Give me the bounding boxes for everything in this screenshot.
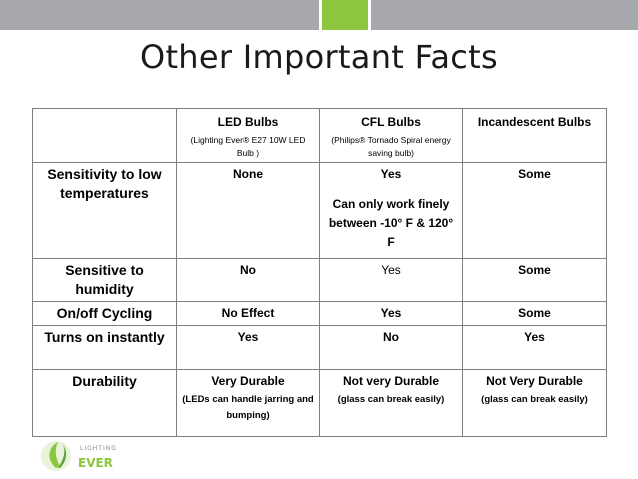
cell-incandescent: Some (462, 258, 607, 302)
cell-note: (LEDs can handle jarring and bumping) (182, 394, 314, 421)
cell-led: Yes (176, 325, 320, 370)
cell-incandescent: Some (462, 301, 607, 326)
cell-value: Some (518, 167, 551, 181)
cell-cfl: Yes Can only work finely between -10° F … (319, 162, 463, 259)
cell-value: No (383, 330, 399, 344)
cell-value: Yes (237, 330, 259, 344)
row-label: Durability (32, 369, 177, 437)
cell-led: Very Durable (LEDs can handle jarring an… (176, 369, 320, 437)
cell-value: Very Durable (211, 374, 285, 388)
top-bar-gray-left (0, 0, 319, 30)
cell-cfl: No (319, 325, 463, 370)
row-label: Turns on instantly (32, 325, 177, 370)
cell-value: Yes (380, 306, 402, 320)
cell-value: No Effect (221, 306, 275, 320)
cell-cfl: Yes (319, 258, 463, 302)
logo-small-text: LIGHTING (80, 445, 117, 452)
top-bar-green-accent (322, 0, 368, 30)
cell-value: Some (518, 263, 551, 277)
cell-note: (glass can break easily) (337, 394, 445, 405)
leaf-icon (58, 445, 67, 468)
lighting-ever-logo (41, 441, 71, 471)
cell-note: (glass can break easily) (481, 394, 588, 405)
cell-value: None (233, 167, 263, 181)
row-label: On/off Cycling (32, 301, 177, 326)
row-label: Sensitive to humidity (32, 258, 177, 302)
cell-value: Not Very Durable (486, 374, 583, 388)
cell-value: Not very Durable (342, 374, 440, 388)
cell-incandescent: Some (462, 162, 607, 259)
cell-value: No (240, 263, 256, 277)
cell-value: Yes (381, 263, 401, 277)
cell-cfl: Yes (319, 301, 463, 326)
header-led: LED Bulbs (Lighting Ever® E27 10W LED Bu… (176, 108, 320, 163)
leaf-icon (49, 442, 60, 468)
header-led-label: LED Bulbs (217, 115, 279, 129)
table-row: Sensitive to humidity No Yes Some (32, 258, 607, 302)
header-cfl-label: CFL Bulbs (361, 115, 421, 129)
table-row: On/off Cycling No Effect Yes Some (32, 301, 607, 326)
logo-main-text: EVER (78, 456, 113, 470)
cell-value: Yes (380, 167, 402, 181)
top-decor-bar (0, 0, 638, 30)
table-row: Sensitivity to low temperatures None Yes… (32, 162, 607, 259)
header-led-sub: (Lighting Ever® E27 10W LED Bulb ) (190, 135, 306, 158)
cell-note: Can only work finely between -10° F & 12… (328, 197, 454, 249)
cell-value: Yes (524, 330, 545, 344)
cell-incandescent: Not Very Durable (glass can break easily… (462, 369, 607, 437)
header-incandescent: Incandescent Bulbs (462, 108, 607, 163)
header-incandescent-label: Incandescent Bulbs (477, 115, 592, 129)
top-bar-gray-right (371, 0, 638, 30)
cell-value: Some (518, 306, 551, 320)
page-title: Other Important Facts (139, 38, 499, 76)
cell-led: None (176, 162, 320, 259)
cell-incandescent: Yes (462, 325, 607, 370)
header-empty-cell (32, 108, 177, 163)
table-row: Turns on instantly Yes No Yes (32, 325, 607, 370)
row-label: Sensitivity to low temperatures (32, 162, 177, 259)
header-cfl: CFL Bulbs (Philips® Tornado Spiral energ… (319, 108, 463, 163)
cell-led: No (176, 258, 320, 302)
comparison-table: LED Bulbs (Lighting Ever® E27 10W LED Bu… (32, 108, 607, 437)
table-row: Durability Very Durable (LEDs can handle… (32, 369, 607, 437)
cell-cfl: Not very Durable (glass can break easily… (319, 369, 463, 437)
table-header-row: LED Bulbs (Lighting Ever® E27 10W LED Bu… (32, 108, 607, 163)
header-cfl-sub: (Philips® Tornado Spiral energy saving b… (331, 135, 451, 158)
cell-led: No Effect (176, 301, 320, 326)
